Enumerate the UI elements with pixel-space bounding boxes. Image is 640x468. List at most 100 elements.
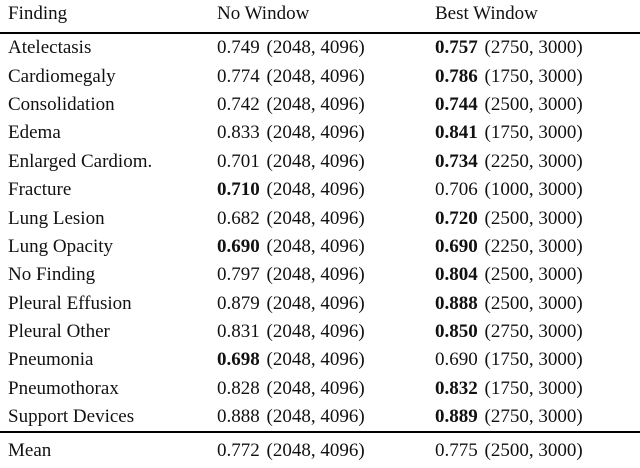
- best-window-range: (1000, 3000): [484, 179, 583, 201]
- table-row: Edema 0.833 (2048, 4096) 0.841 (1750, 30…: [0, 119, 640, 147]
- no-window-cell: 0.831 (2048, 4096): [217, 318, 435, 346]
- finding-cell: Lung Lesion: [8, 207, 105, 229]
- no-window-value: 0.831: [217, 321, 260, 343]
- best-window-value: 0.744: [435, 93, 478, 115]
- finding-cell: Atelectasis: [8, 37, 92, 59]
- no-window-range: (2048, 4096): [266, 93, 365, 115]
- best-window-cell: 0.888 (2500, 3000): [435, 290, 640, 318]
- best-window-cell: 0.757 (2750, 3000): [435, 33, 640, 62]
- best-window-value: 0.690: [435, 235, 478, 257]
- no-window-range: (2048, 4096): [266, 37, 365, 59]
- best-window-cell: 0.734 (2250, 3000): [435, 148, 640, 176]
- table-row: Fracture 0.710 (2048, 4096) 0.706 (1000,…: [0, 176, 640, 204]
- no-window-value: 0.833: [217, 122, 260, 144]
- best-window-value: 0.720: [435, 207, 478, 229]
- no-window-cell: 0.774 (2048, 4096): [217, 62, 435, 90]
- no-window-value: 0.690: [217, 235, 260, 257]
- no-window-cell: 0.749 (2048, 4096): [217, 33, 435, 62]
- best-window-range: (2500, 3000): [484, 207, 583, 229]
- best-window-cell: 0.690 (2250, 3000): [435, 233, 640, 261]
- finding-cell: Pneumothorax: [8, 377, 119, 399]
- finding-cell: Fracture: [8, 179, 72, 201]
- best-window-range: (1750, 3000): [484, 122, 583, 144]
- table-header: Finding No Window Best Window: [0, 0, 640, 34]
- table-row: Cardiomegaly 0.774 (2048, 4096) 0.786 (1…: [0, 62, 640, 90]
- best-window-value: 0.786: [435, 65, 478, 87]
- header-no-window: No Window: [217, 0, 435, 34]
- no-window-value: 0.698: [217, 349, 260, 371]
- table-row: Pneumonia 0.698 (2048, 4096) 0.690 (1750…: [0, 346, 640, 374]
- best-window-value: 0.850: [435, 321, 478, 343]
- no-window-cell: 0.833 (2048, 4096): [217, 119, 435, 147]
- no-window-value: 0.828: [217, 377, 260, 399]
- no-window-cell: 0.690 (2048, 4096): [217, 233, 435, 261]
- table-body: Atelectasis 0.749 (2048, 4096) 0.757 (27…: [0, 33, 640, 432]
- best-window-cell: 0.832 (1750, 3000): [435, 375, 640, 403]
- best-window-range: (1750, 3000): [484, 65, 583, 87]
- best-window-cell: 0.690 (1750, 3000): [435, 346, 640, 374]
- finding-cell: Cardiomegaly: [8, 65, 116, 87]
- best-window-range: (2750, 3000): [484, 321, 583, 343]
- no-window-range: (2048, 4096): [266, 406, 365, 428]
- no-window-value: 0.682: [217, 207, 260, 229]
- no-window-range: (2048, 4096): [266, 292, 365, 314]
- finding-cell: Pneumonia: [8, 349, 94, 371]
- table-row: Pleural Other 0.831 (2048, 4096) 0.850 (…: [0, 318, 640, 346]
- best-window-value: 0.706: [435, 179, 478, 201]
- no-window-value: 0.772: [217, 439, 260, 461]
- no-window-range: (2048, 4096): [266, 321, 365, 343]
- no-window-range: (2048, 4096): [266, 349, 365, 371]
- no-window-value: 0.879: [217, 292, 260, 314]
- finding-cell: Pleural Effusion: [8, 292, 132, 314]
- no-window-cell: 0.772 (2048, 4096): [217, 431, 435, 468]
- no-window-value: 0.797: [217, 264, 260, 286]
- finding-cell: Pleural Other: [8, 321, 110, 343]
- table-footer: Mean 0.772 (2048, 4096) 0.775 (2500, 300…: [0, 431, 640, 468]
- best-window-value: 0.775: [435, 439, 478, 461]
- best-window-value: 0.888: [435, 292, 478, 314]
- no-window-range: (2048, 4096): [266, 179, 365, 201]
- no-window-cell: 0.682 (2048, 4096): [217, 204, 435, 232]
- table-row: Support Devices 0.888 (2048, 4096) 0.889…: [0, 403, 640, 432]
- best-window-cell: 0.841 (1750, 3000): [435, 119, 640, 147]
- no-window-range: (2048, 4096): [266, 264, 365, 286]
- best-window-value: 0.889: [435, 406, 478, 428]
- best-window-range: (2250, 3000): [484, 150, 583, 172]
- best-window-value: 0.804: [435, 264, 478, 286]
- table-row: No Finding 0.797 (2048, 4096) 0.804 (250…: [0, 261, 640, 289]
- no-window-range: (2048, 4096): [266, 439, 365, 461]
- no-window-cell: 0.879 (2048, 4096): [217, 290, 435, 318]
- finding-cell: Consolidation: [8, 93, 115, 115]
- table-row: Consolidation 0.742 (2048, 4096) 0.744 (…: [0, 91, 640, 119]
- best-window-range: (2750, 3000): [484, 406, 583, 428]
- no-window-cell: 0.828 (2048, 4096): [217, 375, 435, 403]
- no-window-cell: 0.710 (2048, 4096): [217, 176, 435, 204]
- finding-cell: No Finding: [8, 264, 96, 286]
- best-window-range: (2500, 3000): [484, 264, 583, 286]
- no-window-cell: 0.701 (2048, 4096): [217, 148, 435, 176]
- header-best-window: Best Window: [435, 0, 640, 34]
- best-window-cell: 0.786 (1750, 3000): [435, 62, 640, 90]
- best-window-range: (2500, 3000): [484, 93, 583, 115]
- best-window-value: 0.734: [435, 150, 478, 172]
- header-finding: Finding: [0, 0, 217, 34]
- no-window-value: 0.701: [217, 150, 260, 172]
- table-row: Enlarged Cardiom. 0.701 (2048, 4096) 0.7…: [0, 148, 640, 176]
- best-window-cell: 0.775 (2500, 3000): [435, 431, 640, 468]
- best-window-range: (2500, 3000): [484, 439, 583, 461]
- table-row: Pneumothorax 0.828 (2048, 4096) 0.832 (1…: [0, 375, 640, 403]
- best-window-cell: 0.720 (2500, 3000): [435, 204, 640, 232]
- no-window-range: (2048, 4096): [266, 122, 365, 144]
- no-window-range: (2048, 4096): [266, 235, 365, 257]
- no-window-value: 0.742: [217, 93, 260, 115]
- best-window-cell: 0.744 (2500, 3000): [435, 91, 640, 119]
- best-window-value: 0.757: [435, 37, 478, 59]
- finding-cell: Support Devices: [8, 406, 135, 428]
- mean-row: Mean 0.772 (2048, 4096) 0.775 (2500, 300…: [0, 431, 640, 468]
- no-window-value: 0.710: [217, 179, 260, 201]
- no-window-range: (2048, 4096): [266, 65, 365, 87]
- best-window-range: (2750, 3000): [484, 37, 583, 59]
- best-window-cell: 0.889 (2750, 3000): [435, 403, 640, 432]
- best-window-value: 0.832: [435, 377, 478, 399]
